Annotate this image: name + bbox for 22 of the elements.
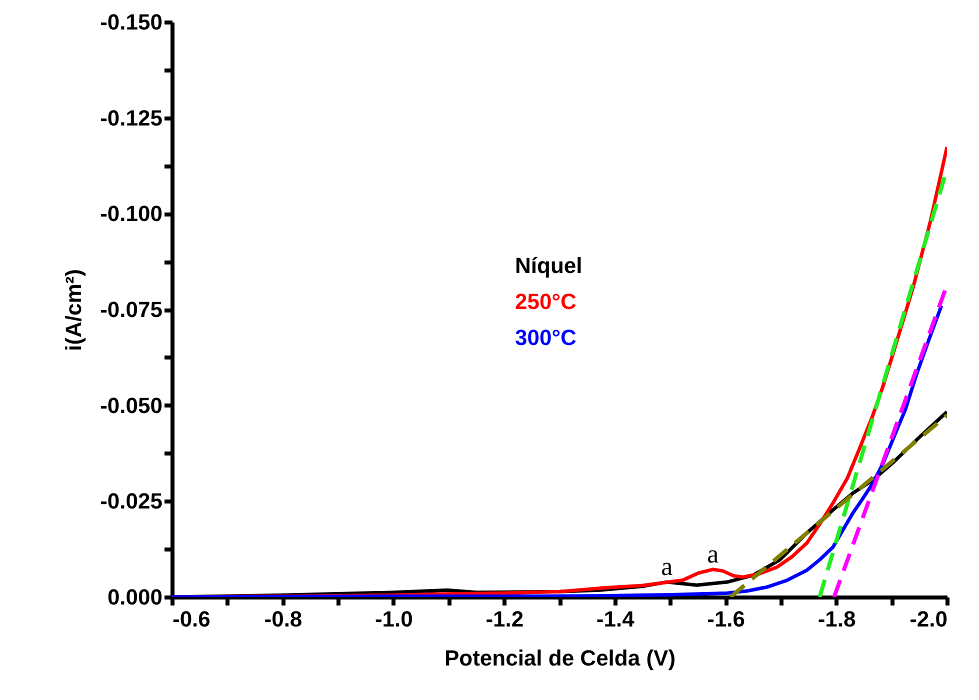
- y-tick-label: -0.025: [100, 488, 162, 514]
- y-tick-label: -0.100: [100, 201, 162, 226]
- annotation: a: [661, 552, 674, 582]
- text: 250°C: [515, 288, 578, 316]
- x-tick-label: -1.8: [818, 606, 856, 632]
- y-tick-label: 0.000: [107, 584, 162, 610]
- annotation: a: [707, 539, 720, 568]
- x-tick-label: -0.6: [172, 606, 210, 632]
- y-tick-label: -0.125: [100, 105, 162, 130]
- x-tick-label: -1.2: [486, 606, 524, 632]
- legend-title: Níquel: [515, 252, 582, 280]
- x-axis-title: Potencial de Celda (V): [444, 646, 676, 670]
- y-tick-label: -0.075: [100, 297, 162, 322]
- x-tick-label: -1.0: [374, 606, 413, 632]
- y-axis-title: i(A/cm²): [61, 269, 86, 351]
- y-tick-label: -0.050: [100, 392, 162, 418]
- x-tick-label: -0.8: [264, 606, 302, 632]
- y-tick-label: -0.150: [100, 10, 162, 34]
- x-tick-label: -1.6: [707, 606, 746, 632]
- x-tick-label: -2.0: [910, 606, 948, 632]
- text: 300°C: [515, 324, 578, 352]
- x-tick-label: -1.4: [596, 606, 636, 632]
